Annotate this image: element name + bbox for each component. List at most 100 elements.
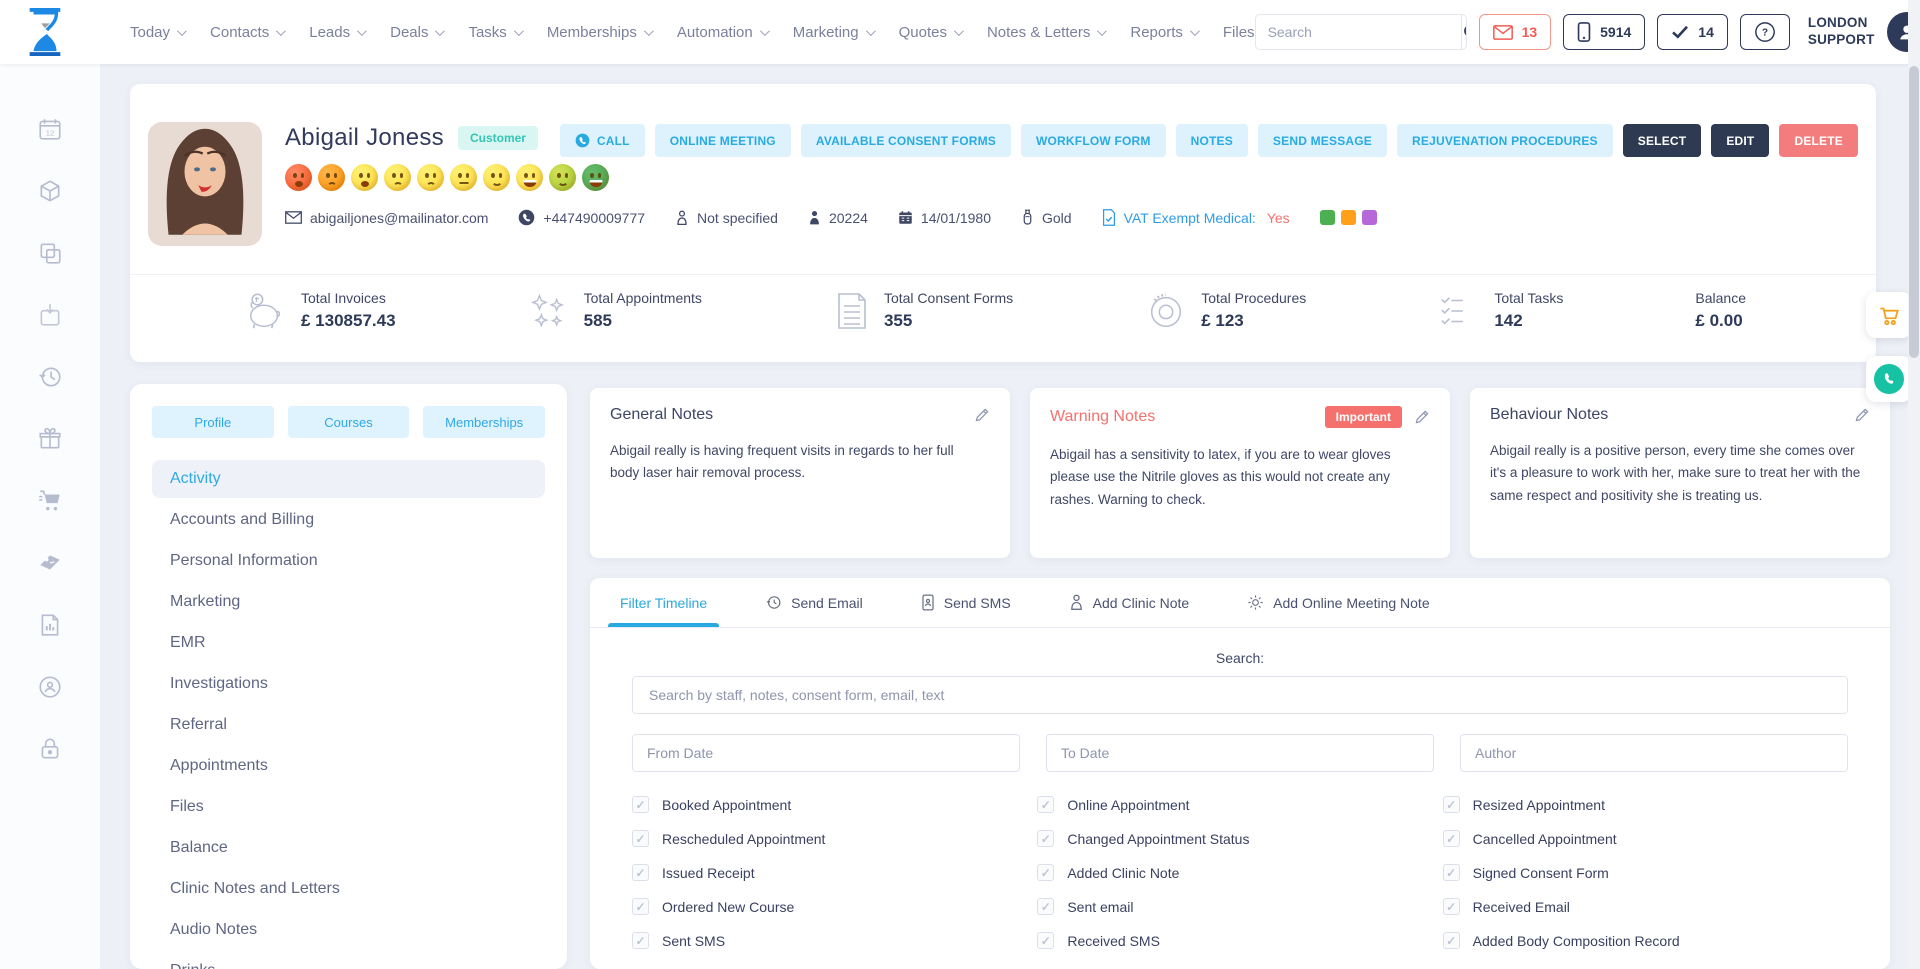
reports-icon[interactable] <box>37 612 63 638</box>
checkbox[interactable]: ✓ <box>1442 796 1460 813</box>
checkbox[interactable]: ✓ <box>1442 898 1460 915</box>
menu-item-drinks[interactable]: Drinks <box>152 952 545 969</box>
menu-item-appointments[interactable]: Appointments <box>170 757 268 774</box>
cart-icon[interactable] <box>37 488 63 514</box>
scrollbar-thumb[interactable] <box>1909 66 1919 358</box>
checkbox[interactable]: ✓ <box>1037 830 1055 847</box>
tag-chip-purple[interactable] <box>1361 210 1377 225</box>
checkbox[interactable]: ✓ <box>632 796 649 813</box>
edit-pencil-icon[interactable] <box>1854 407 1870 423</box>
tag-chip-orange[interactable] <box>1340 210 1356 225</box>
rating-emoji-9[interactable] <box>549 164 576 191</box>
history-icon[interactable] <box>37 364 63 390</box>
nav-memberships[interactable]: Memberships <box>547 24 654 41</box>
select-button[interactable]: SELECT <box>1622 124 1702 157</box>
help-badge[interactable]: ? <box>1739 14 1790 50</box>
notes-button[interactable]: NOTES <box>1175 124 1248 157</box>
checkbox[interactable]: ✓ <box>1037 796 1055 813</box>
checkbox[interactable]: ✓ <box>1442 864 1460 881</box>
nav-deals[interactable]: Deals <box>390 24 446 41</box>
send-message-button[interactable]: SEND MESSAGE <box>1257 124 1388 157</box>
nav-tasks[interactable]: Tasks <box>468 24 524 41</box>
menu-item-investigations[interactable]: Investigations <box>170 675 268 692</box>
nav-marketing[interactable]: Marketing <box>793 24 876 41</box>
orders-icon[interactable] <box>37 302 63 328</box>
nav-automation[interactable]: Automation <box>677 24 770 41</box>
lock-icon[interactable] <box>37 736 63 762</box>
rating-emoji-2[interactable] <box>318 164 345 191</box>
tag-chip-green[interactable] <box>1319 210 1335 225</box>
sms-notifications-badge[interactable]: 5914 <box>1563 14 1646 50</box>
checkbox[interactable]: ✓ <box>1037 932 1055 949</box>
rating-emoji-10[interactable] <box>582 164 609 191</box>
checkbox[interactable]: ✓ <box>632 864 649 881</box>
menu-item-clinic-notes-letters[interactable]: Clinic Notes and Letters <box>170 880 340 897</box>
checkbox[interactable]: ✓ <box>1037 898 1055 915</box>
tab-courses[interactable]: Courses <box>287 406 410 438</box>
nav-today[interactable]: Today <box>130 24 187 41</box>
products-icon[interactable] <box>37 178 63 204</box>
tab-add-online-meeting-note[interactable]: Add Online Meeting Note <box>1247 578 1430 627</box>
rejuvenation-procedures-button[interactable]: REJUVENATION PROCEDURES <box>1397 124 1613 157</box>
checkbox[interactable]: ✓ <box>1037 864 1055 881</box>
account-sync-icon[interactable] <box>37 674 63 700</box>
app-logo-icon[interactable] <box>22 7 68 57</box>
rating-emoji-5[interactable] <box>417 164 444 191</box>
customer-email[interactable]: abigailjones@mailinator.com <box>285 210 488 226</box>
menu-item-referral[interactable]: Referral <box>170 716 227 733</box>
menu-item-personal-information[interactable]: Personal Information <box>170 552 318 569</box>
pricing-icon[interactable] <box>37 550 63 576</box>
online-meeting-button[interactable]: ONLINE MEETING <box>654 124 791 157</box>
rating-emoji-1[interactable] <box>285 164 312 191</box>
tab-add-clinic-note[interactable]: Add Clinic Note <box>1069 578 1189 627</box>
rating-emoji-8[interactable] <box>516 164 543 191</box>
tasks-badge[interactable]: 14 <box>1657 14 1728 50</box>
tab-send-sms[interactable]: Send SMS <box>921 578 1011 627</box>
nav-reports[interactable]: Reports <box>1130 24 1200 41</box>
checkbox[interactable]: ✓ <box>632 830 649 847</box>
nav-leads[interactable]: Leads <box>309 24 367 41</box>
tab-memberships[interactable]: Memberships <box>423 406 546 438</box>
menu-item-audio-notes[interactable]: Audio Notes <box>170 921 258 938</box>
calendar-icon[interactable]: 12 <box>37 116 63 142</box>
timeline-search-input[interactable] <box>632 676 1848 714</box>
nav-notes-letters[interactable]: Notes & Letters <box>987 24 1108 41</box>
email-notifications-badge[interactable]: 13 <box>1478 14 1552 50</box>
checkbox[interactable]: ✓ <box>632 932 649 949</box>
nav-files[interactable]: Files <box>1222 23 1255 41</box>
menu-item-balance[interactable]: Balance <box>170 839 228 856</box>
tab-filter-timeline[interactable]: Filter Timeline <box>607 578 720 627</box>
nav-contacts[interactable]: Contacts <box>210 24 287 41</box>
menu-item-accounts-billing[interactable]: Accounts and Billing <box>170 511 315 528</box>
menu-item-emr[interactable]: EMR <box>170 634 206 651</box>
available-consent-forms-button[interactable]: AVAILABLE CONSENT FORMS <box>800 124 1011 157</box>
nav-quotes[interactable]: Quotes <box>899 24 964 41</box>
rating-emoji-4[interactable] <box>384 164 411 191</box>
edit-pencil-icon[interactable] <box>974 407 990 423</box>
menu-item-activity[interactable]: Activity <box>152 460 545 498</box>
workflow-form-button[interactable]: WORKFLOW FORM <box>1021 124 1166 157</box>
tab-profile[interactable]: Profile <box>152 406 274 438</box>
call-button[interactable]: CALL <box>559 124 645 157</box>
rating-emoji-3[interactable] <box>351 164 378 191</box>
checkbox[interactable]: ✓ <box>1442 830 1460 847</box>
edit-button[interactable]: EDIT <box>1711 124 1770 157</box>
rating-emoji-7[interactable] <box>483 164 510 191</box>
gift-icon[interactable] <box>37 426 63 452</box>
checkbox[interactable]: ✓ <box>1442 932 1460 949</box>
customer-phone[interactable]: +447490009777 <box>518 209 645 226</box>
checkbox[interactable]: ✓ <box>632 898 649 915</box>
menu-item-marketing[interactable]: Marketing <box>170 593 241 610</box>
global-search-input[interactable] <box>1255 15 1461 49</box>
from-date-input[interactable] <box>632 734 1020 772</box>
floating-cart-button[interactable] <box>1866 292 1912 338</box>
menu-item-files[interactable]: Files <box>170 798 204 815</box>
delete-button[interactable]: DELETE <box>1779 124 1858 157</box>
to-date-input[interactable] <box>1046 734 1434 772</box>
tab-send-email[interactable]: Send Email <box>765 578 863 627</box>
edit-pencil-icon[interactable] <box>1414 409 1430 425</box>
search-icon[interactable] <box>1460 15 1466 49</box>
floating-call-button[interactable] <box>1866 356 1912 402</box>
duplicate-icon[interactable] <box>37 240 63 266</box>
rating-emoji-6[interactable] <box>450 164 477 191</box>
